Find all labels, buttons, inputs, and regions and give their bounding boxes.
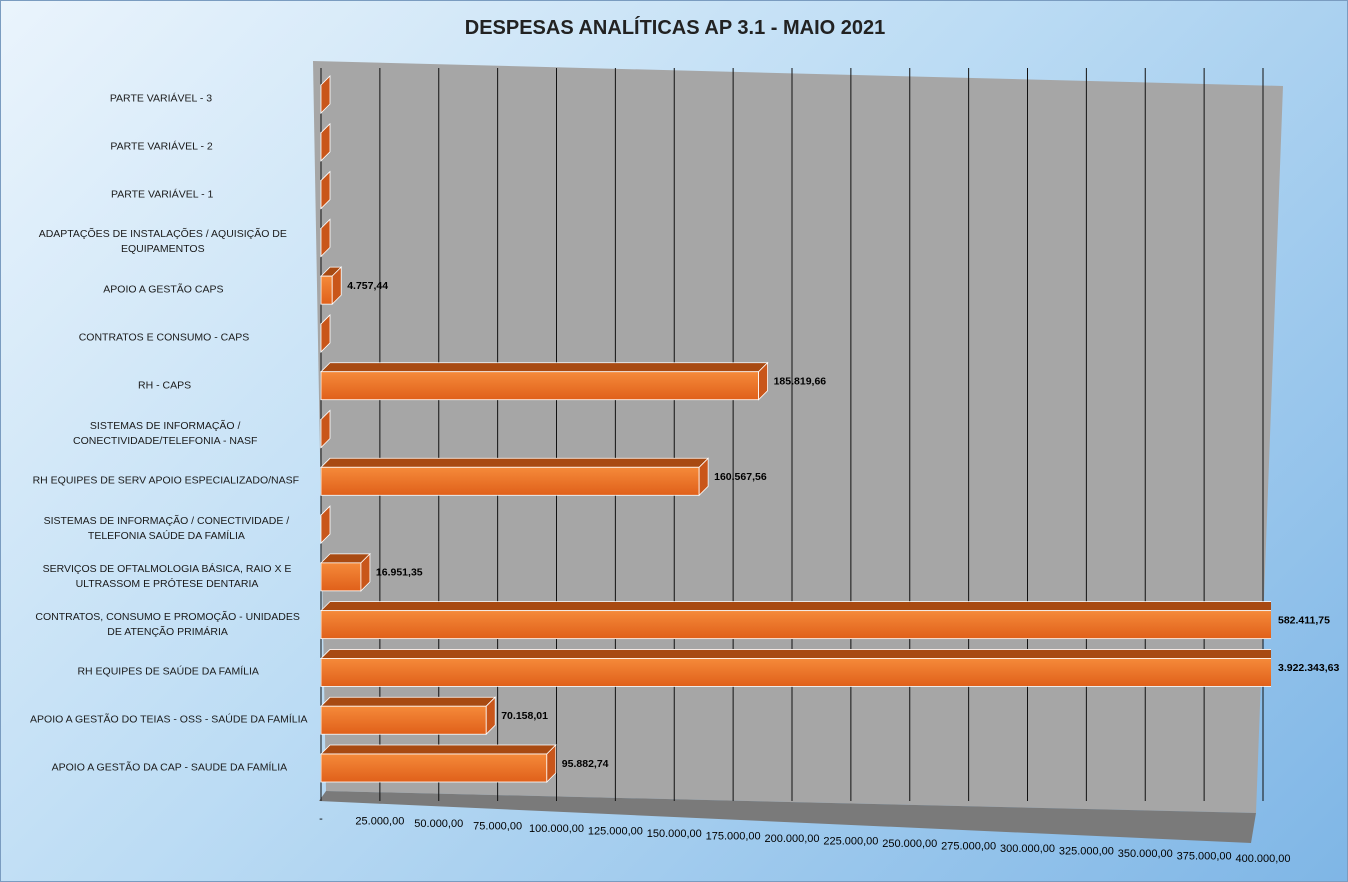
data-label: 185.819,66	[774, 375, 827, 387]
y-tick-label: CONTRATOS, CONSUMO E PROMOÇÃO - UNIDADES…	[35, 610, 300, 638]
bar	[320, 658, 1271, 687]
data-label: 3.922.343,63	[1278, 662, 1339, 674]
bar-group	[320, 457, 710, 497]
x-tick-label: 250.000,00	[882, 838, 937, 850]
y-tick-label: APOIO A GESTÃO CAPS	[103, 283, 224, 296]
bar-group	[320, 744, 557, 783]
y-tick-label: PARTE VARIÁVEL - 1	[111, 188, 214, 201]
y-tick-label: RH EQUIPES DE SAÚDE DA FAMÍLIA	[77, 665, 259, 678]
bar-side	[320, 218, 331, 258]
y-tick-label: PARTE VARIÁVEL - 2	[110, 140, 213, 153]
bar-group	[320, 649, 1271, 687]
bar-top	[320, 649, 1271, 659]
chart-title: DESPESAS ANALÍTICAS AP 3.1 - MAIO 2021	[464, 17, 886, 39]
x-tick-label: 400.000,00	[1235, 853, 1290, 865]
bar	[320, 371, 760, 401]
y-tick-label: ADAPTAÇÕES DE INSTALAÇÕES / AQUISIÇÃO DE…	[38, 228, 287, 256]
bar-group	[320, 170, 331, 210]
x-tick-label: -	[319, 813, 323, 825]
bar-group	[320, 505, 331, 545]
bar	[320, 275, 333, 305]
y-tick-label: APOIO A GESTÃO DO TEIAS - OSS - SAÚDE DA…	[30, 713, 308, 726]
plot-floor	[319, 791, 1256, 843]
bar-side	[360, 552, 371, 592]
bar-top	[320, 601, 1271, 612]
bar-side	[698, 457, 709, 497]
bar-group	[320, 601, 1271, 640]
bar-side	[320, 505, 331, 545]
data-label: 95.882,74	[562, 758, 609, 770]
x-tick-label: 350.000,00	[1118, 848, 1173, 860]
x-tick-label: 50.000,00	[414, 818, 463, 830]
bar-side	[320, 75, 331, 114]
y-tick-label: PARTE VARIÁVEL - 3	[109, 92, 213, 105]
bar	[320, 753, 548, 783]
x-tick-label: 125.000,00	[588, 825, 643, 837]
x-tick-label: 100.000,00	[529, 823, 584, 835]
x-tick-label: 75.000,00	[473, 820, 522, 832]
bar-top	[320, 362, 769, 373]
bar-side	[320, 313, 331, 353]
bar	[320, 705, 487, 735]
x-tick-label: 200.000,00	[764, 833, 819, 845]
y-tick-label: RH - CAPS	[138, 379, 192, 392]
bar-top	[320, 696, 497, 707]
bar-group	[320, 361, 769, 401]
bar-side	[320, 170, 331, 210]
bar-side	[320, 409, 331, 449]
bar-side	[331, 266, 342, 306]
bar	[320, 610, 1271, 640]
data-label: 4.757,44	[347, 280, 388, 292]
bar-group	[320, 75, 331, 114]
x-tick-label: 175.000,00	[706, 830, 761, 842]
data-label: 70.158,01	[501, 710, 548, 722]
bar-top	[320, 744, 557, 755]
data-label: 582.411,75	[1278, 614, 1330, 626]
y-tick-label: APOIO A GESTÃO DA CAP - SAUDE DA FAMÍLIA	[51, 761, 288, 774]
bar-group	[320, 409, 331, 449]
data-label: 16.951,35	[376, 567, 423, 579]
bar-side	[320, 122, 331, 162]
y-tick-label: RH EQUIPES DE SERV APOIO ESPECIALIZADO/N…	[32, 474, 300, 487]
x-tick-label: 25.000,00	[355, 815, 404, 827]
bar-group	[320, 122, 331, 162]
bar-group	[320, 552, 371, 592]
y-tick-label: SISTEMAS DE INFORMAÇÃO / CONECTIVIDADE/T…	[73, 419, 258, 447]
x-tick-label: 325.000,00	[1059, 845, 1114, 857]
x-tick-label: 150.000,00	[647, 828, 702, 840]
x-tick-label: 300.000,00	[1000, 843, 1055, 855]
x-tick-label: 275.000,00	[941, 840, 996, 852]
bar	[320, 466, 700, 496]
x-tick-label: 225.000,00	[823, 835, 878, 847]
y-tick-label: SISTEMAS DE INFORMAÇÃO / CONECTIVIDADE /…	[43, 515, 290, 543]
bar	[320, 562, 362, 592]
bar-group	[320, 266, 343, 306]
bar-side	[485, 696, 496, 736]
x-tick-label: 375.000,00	[1177, 850, 1232, 862]
data-label: 160.567,56	[714, 471, 767, 483]
bar-group	[320, 696, 497, 736]
bar-top	[320, 457, 710, 468]
bar-side	[546, 744, 557, 783]
bar-group	[320, 313, 331, 353]
bar-group	[320, 218, 331, 258]
y-tick-label: SERVIÇOS DE OFTALMOLOGIA BÁSICA, RAIO X …	[42, 562, 292, 590]
y-tick-label: CONTRATOS E CONSUMO - CAPS	[78, 331, 250, 344]
bar-side	[758, 361, 769, 401]
